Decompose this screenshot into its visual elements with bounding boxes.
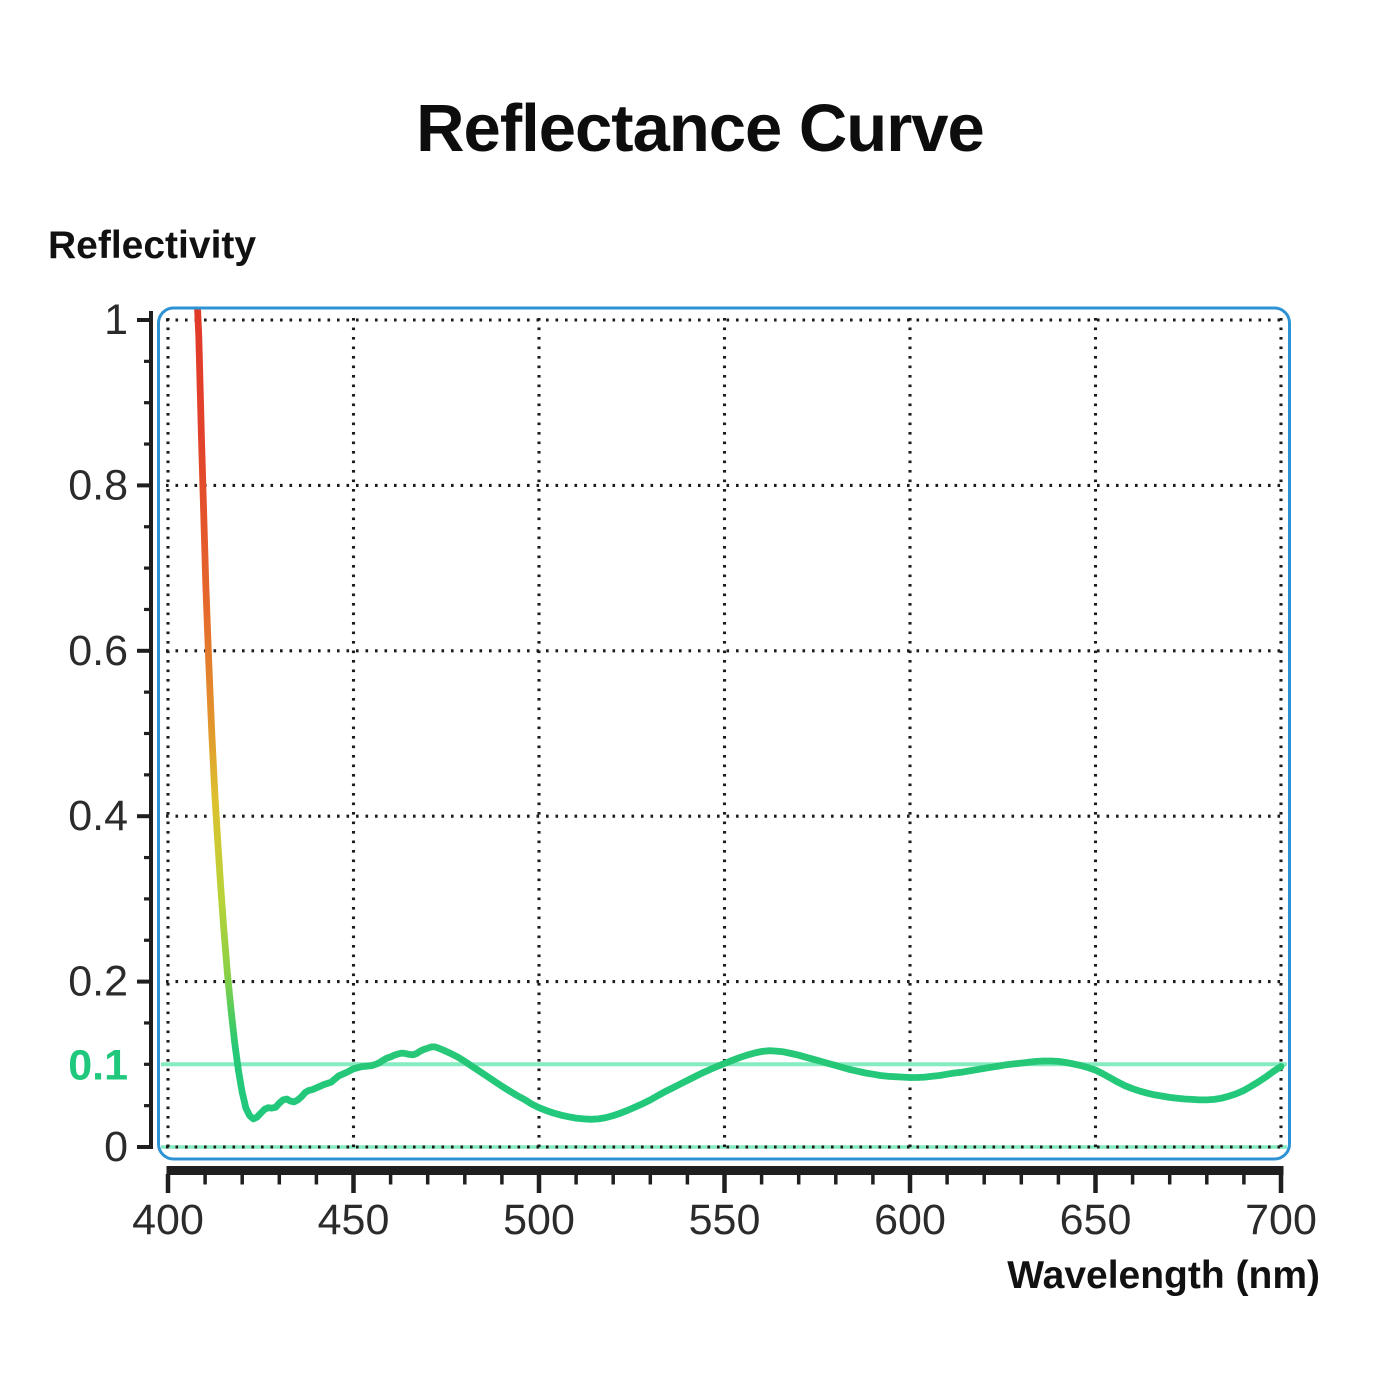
x-tick-label-400: 400 [132, 1196, 204, 1244]
x-axis-bar [166, 1166, 1284, 1175]
x-tick-label-650: 650 [1060, 1196, 1132, 1244]
reflectance-curve [189, 309, 1285, 1123]
x-tick-label-450: 450 [318, 1196, 390, 1244]
y-axis-title: Reflectivity [48, 224, 257, 267]
x-axis-title: Wavelength (nm) [1007, 1254, 1320, 1297]
y-tick-label-0.8: 0.8 [68, 461, 128, 509]
x-tick-label-700: 700 [1245, 1196, 1317, 1244]
reference-value-label: 0.1 [68, 1041, 128, 1089]
y-tick-label-0.4: 0.4 [68, 792, 128, 840]
y-tick-label-0.6: 0.6 [68, 627, 128, 675]
x-tick-label-500: 500 [503, 1196, 575, 1244]
x-tick-label-550: 550 [689, 1196, 761, 1244]
y-tick-label-0.2: 0.2 [68, 958, 128, 1006]
chart-title: Reflectance Curve [416, 91, 985, 166]
plot-border [157, 306, 1291, 1161]
y-tick-label-1: 1 [104, 296, 128, 344]
y-tick-label-0: 0 [104, 1123, 128, 1171]
x-tick-label-600: 600 [874, 1196, 946, 1244]
